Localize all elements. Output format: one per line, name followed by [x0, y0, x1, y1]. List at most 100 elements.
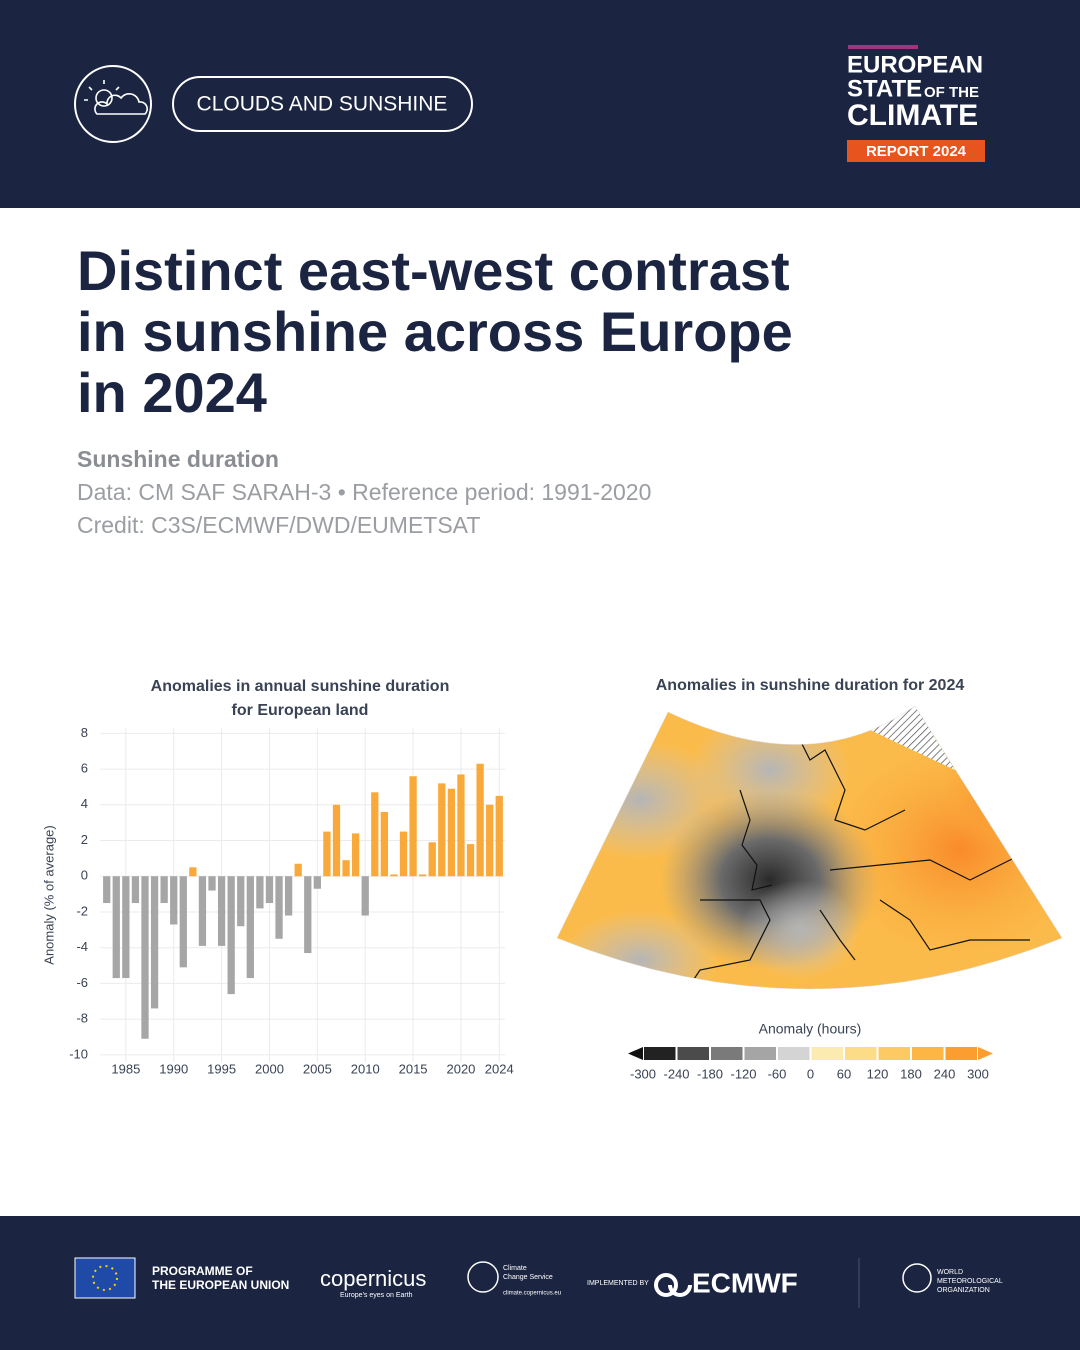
footer-text: ORGANIZATION	[937, 1287, 990, 1294]
colorbar-segment	[711, 1047, 743, 1060]
footer-text: Change Service	[503, 1274, 553, 1281]
bar	[170, 876, 178, 925]
bar	[237, 876, 245, 927]
bar	[361, 876, 369, 916]
sun-cloud-icon	[84, 80, 149, 115]
colorbar-tick-label: 0	[807, 1066, 814, 1081]
colorbar-tick-label: -240	[663, 1066, 689, 1081]
c3s-icon	[467, 1261, 499, 1293]
y-tick-label: 6	[81, 761, 88, 776]
colorbar-tick-label: 300	[967, 1066, 989, 1081]
bar	[332, 804, 341, 877]
bar	[342, 860, 350, 877]
bar	[275, 876, 283, 939]
x-tick-label: 1995	[207, 1061, 236, 1076]
header-band	[0, 0, 1080, 208]
colorbar-segment	[744, 1047, 776, 1060]
bar	[390, 874, 398, 877]
colorbar-under	[628, 1047, 643, 1060]
footer-text: climate.copernicus.eu	[503, 1291, 561, 1297]
bar	[150, 876, 159, 1009]
colorbar-label: Anomaly (hours)	[759, 1021, 862, 1037]
x-tick-label: 2015	[399, 1061, 428, 1076]
bar	[313, 876, 321, 889]
y-tick-label: -10	[69, 1046, 88, 1061]
y-tick-label: -2	[76, 903, 88, 918]
colorbar-segment	[945, 1047, 977, 1060]
page-title: Distinct east-west contrast in sunshine …	[77, 239, 793, 424]
chart-title: Anomalies in annual sunshine duration	[151, 678, 450, 695]
logo-text: STATE	[847, 75, 922, 102]
bar	[179, 876, 187, 968]
colorbar-over	[978, 1047, 993, 1060]
footer-logo: ECMWF	[692, 1267, 798, 1298]
bar	[131, 876, 140, 904]
subtitle-credit: Credit: C3S/ECMWF/DWD/EUMETSAT	[77, 512, 480, 538]
bar	[466, 844, 475, 877]
x-tick-label: 2010	[351, 1061, 380, 1076]
colorbar-segment	[878, 1047, 910, 1060]
subtitle-data: Data: CM SAF SARAH-3 • Reference period:…	[77, 479, 651, 505]
bar	[122, 876, 130, 979]
footer-text: THE EUROPEAN UNION	[152, 1278, 289, 1292]
bar	[419, 874, 427, 877]
bar	[323, 831, 331, 877]
section-label: CLOUDS AND SUNSHINE	[197, 93, 448, 116]
bar	[141, 876, 149, 1039]
ecmwf-icon	[654, 1273, 692, 1297]
footer-logo: copernicus	[320, 1266, 426, 1291]
bar	[265, 876, 274, 904]
colorbar-segment	[778, 1047, 810, 1060]
colorbar-tick-label: 60	[837, 1066, 851, 1081]
bar	[227, 876, 235, 995]
bar	[304, 876, 312, 954]
wmo-icon	[902, 1263, 932, 1293]
logo-accent	[848, 45, 918, 49]
colorbar-tick-label: 180	[900, 1066, 922, 1081]
bar	[476, 763, 484, 877]
footer-band	[0, 1216, 1080, 1350]
x-tick-label: 1985	[111, 1061, 140, 1076]
bar	[208, 876, 216, 891]
colorbar-tick-label: -60	[768, 1066, 787, 1081]
x-tick-label: 2005	[303, 1061, 332, 1076]
colorbar-tick-label: -120	[730, 1066, 756, 1081]
bar	[112, 876, 120, 979]
x-tick-label: 2020	[446, 1061, 475, 1076]
y-tick-label: 8	[81, 725, 88, 740]
colorbar-segment	[912, 1047, 944, 1060]
colorbar-tick-label: 120	[867, 1066, 889, 1081]
footer-text: PROGRAMME OF	[152, 1264, 253, 1278]
bar	[495, 795, 503, 877]
colorbar-segment	[845, 1047, 877, 1060]
x-tick-label: 1990	[159, 1061, 188, 1076]
logo-text: OF THE	[924, 84, 979, 101]
colorbar-tick-label: -180	[697, 1066, 723, 1081]
y-tick-label: 4	[81, 796, 88, 811]
bar	[409, 776, 417, 877]
bar	[399, 831, 408, 877]
footer-text: Climate	[503, 1265, 527, 1272]
logo-text: CLIMATE	[847, 99, 978, 132]
bar	[486, 804, 494, 877]
y-tick-label: -8	[76, 1011, 88, 1026]
badge-text: REPORT 2024	[866, 143, 967, 160]
x-tick-label: 2000	[255, 1061, 284, 1076]
footer-text: IMPLEMENTED BY	[587, 1280, 649, 1287]
eu-flag	[74, 1257, 136, 1299]
y-tick-label: -4	[76, 939, 88, 954]
bar	[294, 863, 302, 877]
chart-title: for European land	[232, 702, 369, 719]
bar	[380, 811, 388, 877]
bar	[457, 774, 465, 877]
y-tick-label: 2	[81, 832, 88, 847]
x-tick-label: 2024	[485, 1061, 514, 1076]
subtitle-heading: Sunshine duration	[77, 446, 279, 472]
y-axis-label: Anomaly (% of average)	[41, 825, 56, 964]
eu-stars	[92, 1265, 118, 1291]
bar	[160, 876, 168, 904]
footer-text: WORLD	[937, 1269, 963, 1276]
map-title: Anomalies in sunshine duration for 2024	[656, 677, 965, 694]
bar	[284, 876, 293, 916]
